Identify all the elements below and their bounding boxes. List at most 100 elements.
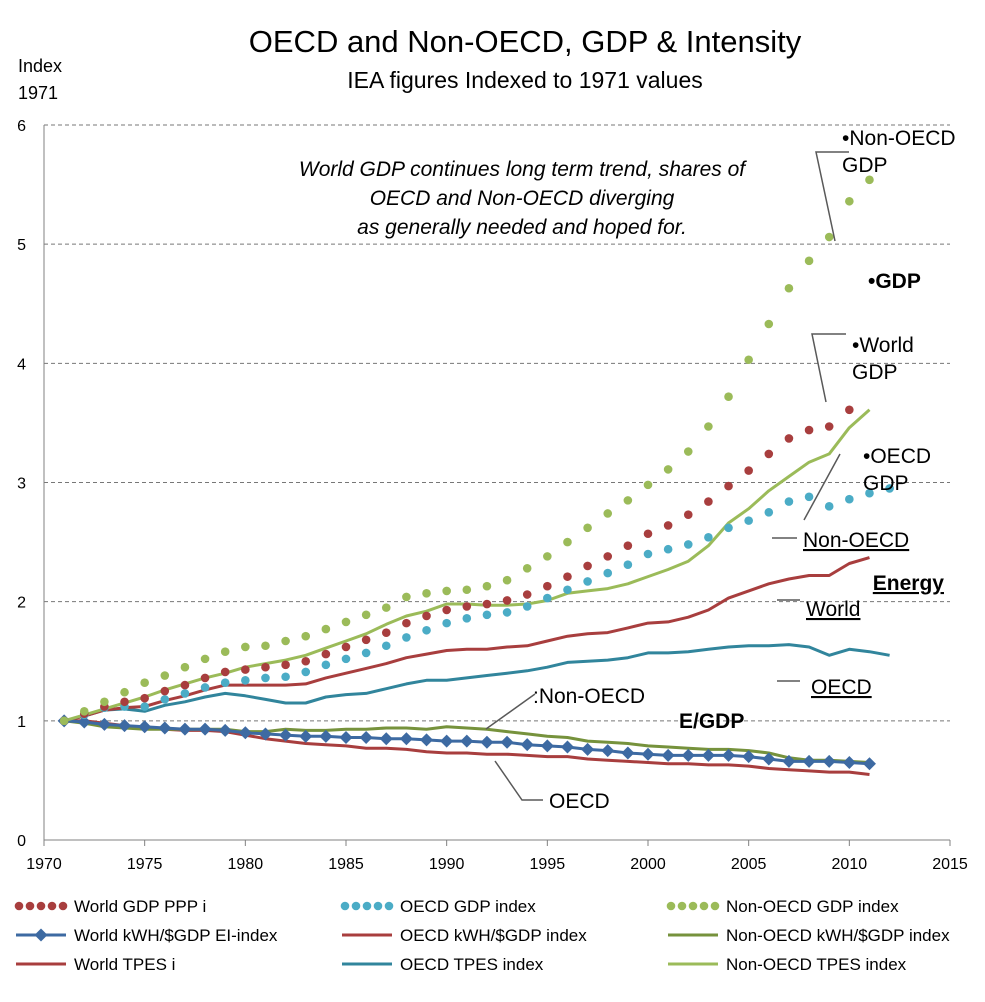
legend-key-1-dot-1 [351,901,361,911]
x-tick-label-1980: 1980 [228,856,264,873]
grid-lines [44,124,950,722]
series-3-marker-37 [802,754,816,768]
series-3-marker-14 [339,731,353,745]
series-3-marker-40 [862,757,876,771]
legend-key-2-dot-2 [688,901,698,911]
series-0-point-16 [381,628,391,637]
legend-key-3-marker [34,928,48,942]
series-3-marker-18 [420,733,434,747]
note-line-1: World GDP continues long term trend, sha… [299,158,747,181]
series-3 [57,714,876,771]
series-0-point-3 [120,697,129,707]
legend-label-7: OECD TPES index [400,955,544,974]
annotation-leader-lines [485,151,849,801]
series-2-point-27 [603,509,613,518]
leader-line-1 [811,333,846,403]
series-2-point-29 [643,480,653,490]
series-2-point-33 [724,392,733,402]
series-3-marker-12 [299,729,313,743]
series-3-marker-1 [77,715,91,729]
annotation-world-gdp-line-2: GDP [852,361,898,384]
series-2-point-4 [140,678,149,687]
annotation-world-gdp-line-1: •World [852,334,914,357]
series-0-point-9 [241,665,250,674]
series-1-point-23 [522,602,532,611]
legend-item-6: World TPES i [16,955,175,974]
chart-subtitle: IEA figures Indexed to 1971 values [347,67,702,93]
series-6 [63,556,870,723]
series-0-point-37 [804,425,814,435]
series-1-point-7 [200,683,210,692]
series-0-point-15 [361,635,371,645]
series-1-point-13 [321,660,331,670]
y-tick-label-6: 6 [17,118,26,135]
series-0-point-11 [281,660,290,670]
legend-key-0-dot-0 [14,901,24,911]
y-tick-label-3: 3 [17,476,26,493]
series-1-point-22 [502,608,512,617]
legend-key-1-dot-4 [384,901,394,911]
annotation-nonoecd-gdp-line-2: GDP [842,154,888,177]
series-1-point-16 [381,641,391,651]
legend-label-3: World kWH/$GDP EI-index [74,926,278,945]
series-0-point-31 [683,510,693,519]
legend-item-7: OECD TPES index [342,955,544,974]
series-0-point-35 [764,449,774,459]
series-0-point-30 [663,521,673,530]
legend-key-0-dot-1 [25,901,35,911]
series-lines [57,175,894,776]
leader-line-7 [494,760,543,801]
series-1-point-11 [281,672,290,682]
legend-key-2-dot-3 [699,901,709,911]
series-2-point-36 [784,283,794,293]
series-2-point-12 [301,631,311,641]
series-3-marker-17 [399,732,413,746]
series-2-point-31 [683,447,693,456]
series-0-point-22 [502,596,512,605]
series-3-marker-8 [218,723,232,737]
legend-key-1-dot-2 [362,901,372,911]
series-1-point-19 [442,618,451,628]
series-3-marker-5 [158,721,172,735]
leader-line-0 [815,151,849,242]
y-tick-label-1: 1 [17,714,26,731]
tick-labels: 0 1 2 3 4 5 6 1970 1975 1980 1985 1990 1995 2000 2005 2… [17,118,968,873]
legend-item-8: Non-OECD TPES index [668,955,907,974]
series-3-marker-16 [379,732,393,746]
series-2-point-17 [402,592,411,602]
series-3-marker-25 [560,740,574,754]
series-1-point-10 [261,673,270,683]
series-0-point-12 [301,656,311,666]
series-1-point-40 [865,488,874,498]
series-0-point-33 [724,481,733,491]
x-tick-label-1995: 1995 [530,856,566,873]
legend-item-3: World kWH/$GDP EI-index [16,926,278,945]
legend-item-5: Non-OECD kWH/$GDP index [668,926,950,945]
series-1-point-24 [543,593,552,603]
series-3-marker-4 [138,720,152,734]
series-2-point-24 [543,552,552,561]
series-0-point-20 [462,602,472,611]
legend-key-1-dot-3 [373,901,383,911]
series-annotations: •GDP •Non-OECD GDP •World GDP •OECD GDP Energy N… [533,127,956,813]
series-3-marker-27 [601,744,615,758]
series-8-line [63,408,871,723]
series-1-point-31 [683,540,693,549]
annotation-oecd-ei: OECD [549,790,610,813]
series-2-point-40 [865,175,874,185]
series-0-point-4 [140,693,149,703]
series-1-point-32 [704,533,713,542]
series-1-point-25 [563,585,572,595]
series-1-point-37 [804,492,814,502]
series-1-point-21 [482,610,492,620]
series-1-point-30 [663,544,673,554]
series-0-point-18 [422,611,431,621]
leader-line-2 [803,453,841,521]
annotation-nonoecd-ei: :Non-OECD [533,685,645,708]
series-1-point-6 [180,689,190,698]
series-0-point-39 [845,405,854,415]
legend-label-2: Non-OECD GDP index [726,897,899,916]
series-2-point-19 [442,586,451,596]
series-0-point-17 [402,618,411,628]
series-0-point-34 [744,466,753,475]
